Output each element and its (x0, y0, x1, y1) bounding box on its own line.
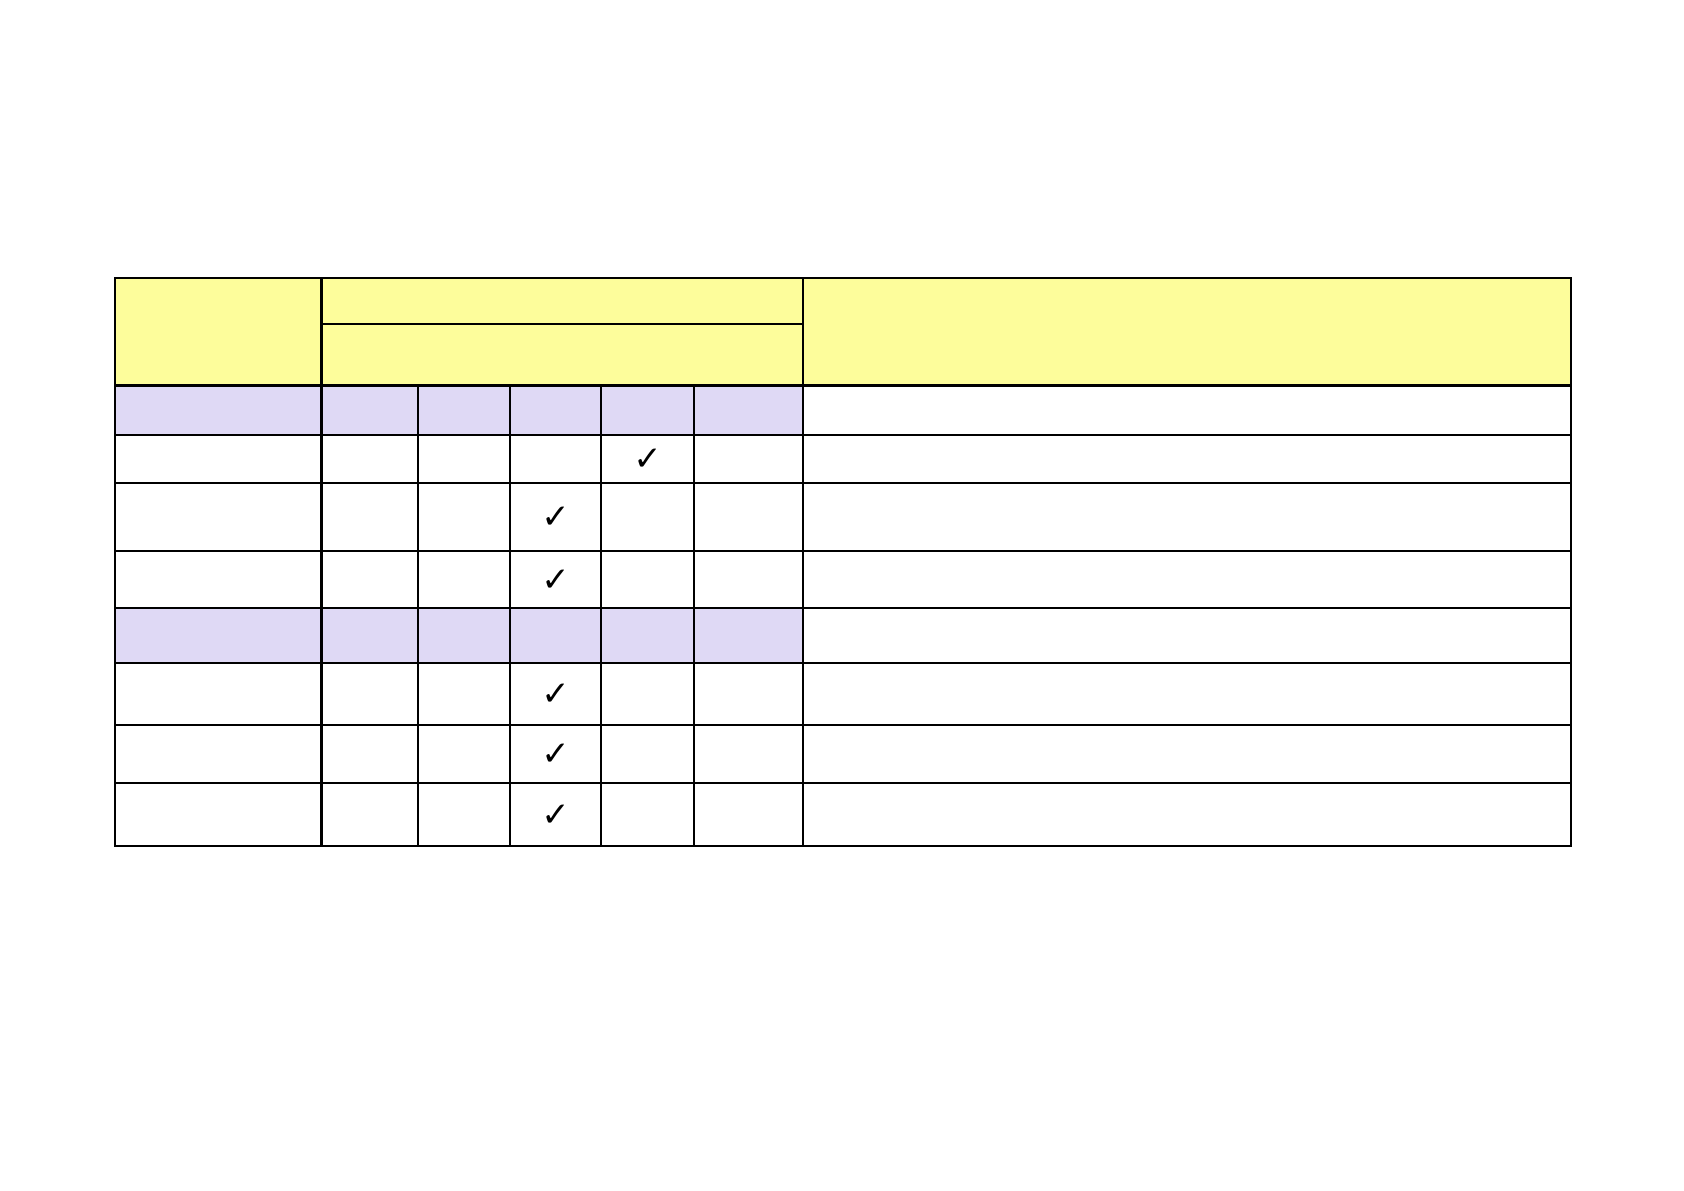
notes-cell (802, 782, 1572, 847)
check-mark-icon: ✓ (541, 497, 570, 537)
check-cell (600, 384, 695, 436)
row-label-cell (114, 550, 323, 609)
check-cell (320, 550, 419, 609)
check-cell: ✓ (509, 724, 602, 784)
row-label-cell (114, 724, 323, 784)
section-row (114, 607, 1572, 664)
row-label-cell (114, 384, 323, 436)
check-cell (693, 384, 804, 436)
check-cell (417, 782, 511, 847)
check-cell: ✓ (600, 434, 695, 484)
row-label-cell (114, 482, 323, 552)
notes-cell (802, 482, 1572, 552)
header-cell-item (114, 277, 323, 387)
check-mark-icon: ✓ (541, 734, 570, 774)
header-cell-subgroup (320, 323, 804, 387)
row-label-cell (114, 662, 323, 726)
table-row: ✓ (114, 482, 1572, 552)
notes-cell (802, 724, 1572, 784)
check-cell: ✓ (509, 550, 602, 609)
check-cell (417, 482, 511, 552)
check-cell (600, 662, 695, 726)
check-cell: ✓ (509, 482, 602, 552)
check-cell (600, 482, 695, 552)
notes-cell (802, 550, 1572, 609)
check-cell (509, 434, 602, 484)
check-cell (693, 724, 804, 784)
checklist-table: ✓ ✓ ✓ ✓ ✓ ✓ (114, 277, 1572, 847)
header-cell-group (320, 277, 804, 325)
check-cell (509, 607, 602, 664)
check-cell (320, 384, 419, 436)
notes-cell (802, 662, 1572, 726)
table-row: ✓ (114, 782, 1572, 847)
check-cell (693, 607, 804, 664)
notes-cell (802, 384, 1572, 436)
row-label-cell (114, 434, 323, 484)
check-cell (320, 607, 419, 664)
table-row: ✓ (114, 550, 1572, 609)
check-mark-icon: ✓ (633, 439, 662, 479)
check-cell (693, 482, 804, 552)
check-cell (417, 607, 511, 664)
row-label-cell (114, 782, 323, 847)
check-cell (600, 607, 695, 664)
check-cell (693, 550, 804, 609)
section-row (114, 384, 1572, 436)
check-cell (417, 550, 511, 609)
header-cell-notes (802, 277, 1572, 387)
check-mark-icon: ✓ (541, 794, 570, 835)
check-cell (509, 384, 602, 436)
check-cell (417, 724, 511, 784)
table-row: ✓ (114, 662, 1572, 726)
notes-cell (802, 607, 1572, 664)
check-cell: ✓ (509, 782, 602, 847)
check-cell (693, 662, 804, 726)
table-row: ✓ (114, 724, 1572, 784)
check-cell (320, 662, 419, 726)
check-cell (600, 724, 695, 784)
check-cell (600, 550, 695, 609)
check-cell (693, 782, 804, 847)
check-cell (417, 662, 511, 726)
check-cell (600, 782, 695, 847)
notes-cell (802, 434, 1572, 484)
check-cell (320, 782, 419, 847)
check-mark-icon: ✓ (541, 674, 570, 714)
check-mark-icon: ✓ (541, 559, 570, 600)
check-cell (693, 434, 804, 484)
check-cell (417, 434, 511, 484)
check-cell (320, 724, 419, 784)
row-label-cell (114, 607, 323, 664)
check-cell: ✓ (509, 662, 602, 726)
check-cell (417, 384, 511, 436)
check-cell (320, 482, 419, 552)
check-cell (320, 434, 419, 484)
table-row: ✓ (114, 434, 1572, 484)
